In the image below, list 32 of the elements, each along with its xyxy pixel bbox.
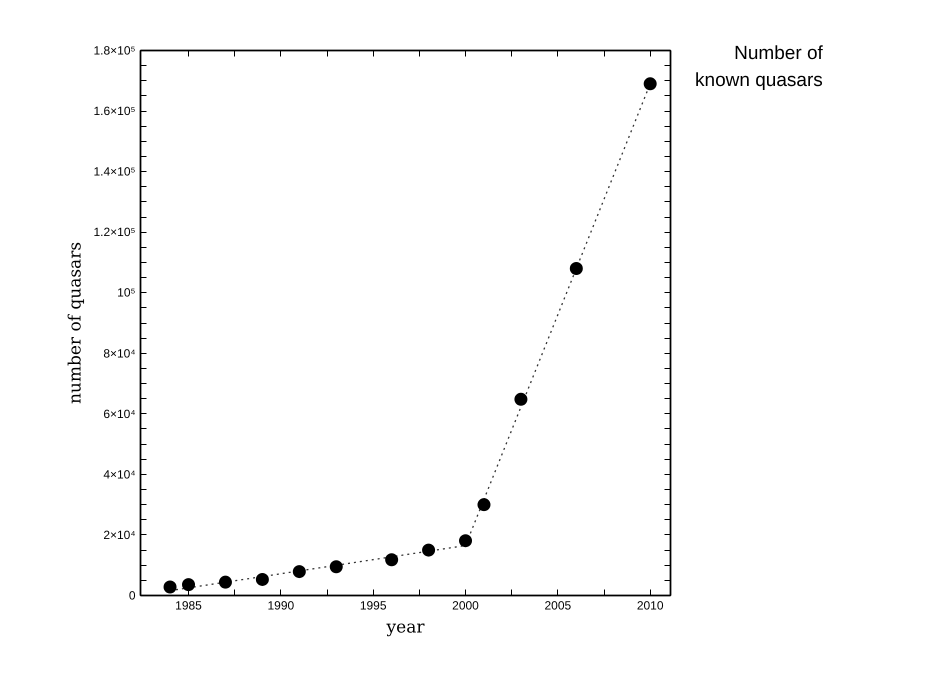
point (570, 262, 583, 275)
y-tick-label: 8×10⁴ (103, 346, 136, 360)
point (422, 544, 436, 557)
point (644, 77, 657, 90)
point (164, 580, 177, 594)
text: Number of known quasars (695, 42, 823, 94)
x-tick-label: 2000 (452, 598, 480, 612)
y-tick-label: 10⁵ (117, 286, 136, 300)
point (514, 392, 528, 406)
point (330, 560, 343, 574)
point (292, 565, 306, 578)
y-tick-label: 2×10⁴ (103, 528, 136, 542)
x-tick-label: 2010 (636, 598, 664, 612)
y-tick-label: 1.6×10⁵ (93, 104, 136, 118)
x-axis-title: year (386, 618, 426, 638)
point (459, 534, 472, 548)
y-tick-label: 4×10⁴ (103, 467, 136, 482)
y-tick-label: 1.4×10⁵ (93, 164, 136, 179)
y-tick-label: 1.8×10⁵ (93, 44, 136, 58)
y-tick-label: 6×10⁴ (103, 406, 136, 421)
y-axis-title: number of quasars (65, 242, 86, 404)
x-tick-label: 1995 (360, 598, 387, 612)
point (256, 572, 269, 586)
x-tick-label: 1990 (268, 598, 295, 612)
x-tick-label: 1985 (175, 598, 202, 612)
point (385, 553, 398, 566)
point (218, 576, 232, 589)
point (182, 578, 196, 592)
y-tick-label: 0 (128, 588, 136, 602)
y-tick-label: 1.2×10⁵ (93, 225, 136, 240)
x-tick-label: 2005 (544, 598, 572, 612)
point (477, 498, 490, 512)
